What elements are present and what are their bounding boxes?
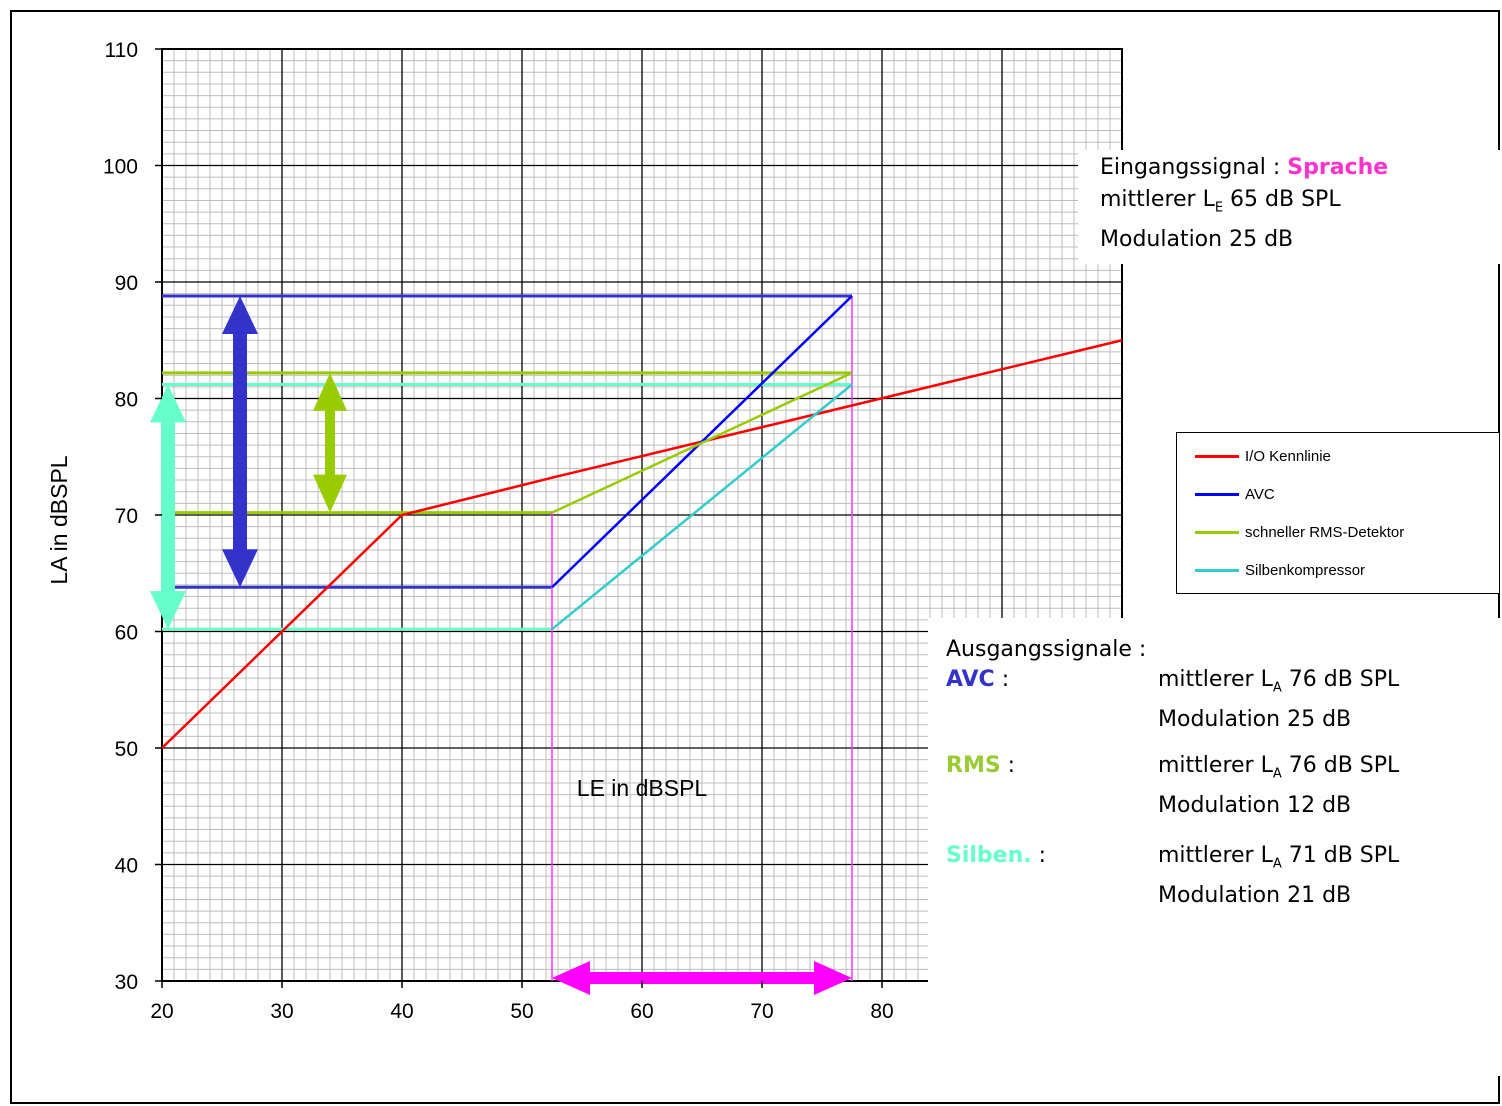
output-level-value: 76 dB SPL bbox=[1281, 753, 1400, 778]
y-tick-label: 90 bbox=[115, 272, 138, 295]
output-level-sub: A bbox=[1272, 680, 1282, 696]
legend-item: Silbenkompressor bbox=[1195, 560, 1365, 580]
horizontal-range-arrow bbox=[552, 961, 852, 995]
output-row-separator: : bbox=[994, 667, 1010, 692]
output-row-name: RMS bbox=[946, 753, 1001, 778]
series-line bbox=[161, 339, 1123, 749]
y-tick-label: 30 bbox=[115, 971, 138, 994]
output-row-label: Silben. : bbox=[946, 840, 1046, 872]
legend-swatch bbox=[1195, 530, 1239, 534]
output-row-label: RMS : bbox=[946, 750, 1015, 782]
output-row-separator: : bbox=[1031, 843, 1047, 868]
output-row-name: AVC bbox=[946, 667, 995, 692]
x-tick-label: 50 bbox=[510, 1000, 533, 1023]
output-row-text: mittlerer LA 71 dB SPL Modulation 21 dB bbox=[1158, 840, 1399, 912]
output-modulation-line: Modulation 25 dB bbox=[1158, 707, 1352, 733]
y-tick-label: 110 bbox=[105, 39, 138, 62]
x-tick-label: 70 bbox=[750, 1000, 773, 1023]
x-axis-title: LE in dBSPL bbox=[577, 775, 708, 801]
output-level-line: mittlerer LA 71 dB SPL bbox=[1158, 840, 1399, 880]
output-level-label: mittlerer L bbox=[1158, 667, 1273, 692]
output-row-text: mittlerer LA 76 dB SPL Modulation 12 dB bbox=[1158, 750, 1399, 822]
input-signal-annotation: Eingangssignal : Sprache mittlerer LE 65… bbox=[1078, 150, 1502, 264]
output-level-line: mittlerer LA 76 dB SPL bbox=[1158, 664, 1399, 704]
legend-swatch bbox=[1195, 568, 1239, 572]
output-level-value: 71 dB SPL bbox=[1281, 843, 1400, 868]
output-row-label: AVC : bbox=[946, 664, 1009, 696]
output-level-sub: A bbox=[1272, 856, 1282, 872]
output-signals-annotation: Ausgangssignale : AVC : mittlerer LA 76 d… bbox=[928, 618, 1502, 1076]
x-tick-label: 30 bbox=[270, 1000, 293, 1023]
legend-item: I/O Kennlinie bbox=[1195, 446, 1331, 466]
legend-item: AVC bbox=[1195, 484, 1275, 504]
vertical-range-arrow bbox=[150, 384, 186, 630]
reference-lines bbox=[162, 294, 853, 981]
y-tick-label: 50 bbox=[115, 738, 138, 761]
y-axis-title: LA in dBSPL bbox=[46, 455, 72, 584]
input-line-1: Eingangssignal : Sprache bbox=[1100, 152, 1502, 184]
legend-label: schneller RMS-Detektor bbox=[1245, 523, 1405, 541]
output-level-value: 76 dB SPL bbox=[1281, 667, 1400, 692]
output-row-separator: : bbox=[1000, 753, 1016, 778]
y-tick-label: 60 bbox=[115, 622, 138, 645]
output-row-text: mittlerer LA 76 dB SPL Modulation 25 dB bbox=[1158, 664, 1399, 736]
legend: I/O Kennlinie AVC schneller RMS-Detektor Si… bbox=[1176, 432, 1500, 594]
legend-label: Silbenkompressor bbox=[1245, 561, 1366, 579]
vertical-range-arrow bbox=[222, 295, 258, 588]
series-line bbox=[551, 383, 853, 631]
output-heading: Ausgangssignale : bbox=[946, 637, 1147, 662]
x-tick-label: 40 bbox=[390, 1000, 413, 1023]
output-level-label: mittlerer L bbox=[1158, 753, 1273, 778]
output-modulation-line: Modulation 21 dB bbox=[1158, 883, 1352, 909]
input-level-value: 65 dB SPL bbox=[1223, 187, 1341, 212]
legend-swatch bbox=[1195, 492, 1239, 496]
output-level-line: mittlerer LA 76 dB SPL bbox=[1158, 750, 1399, 790]
input-level-sub: E bbox=[1214, 200, 1224, 216]
input-level-label: mittlerer L bbox=[1100, 187, 1215, 212]
y-tick-labels: 30 40 50 60 70 80 90 100 110 bbox=[103, 39, 162, 994]
output-level-sub: A bbox=[1272, 766, 1282, 782]
y-tick-label: 40 bbox=[115, 855, 138, 878]
legend-label: I/O Kennlinie bbox=[1245, 447, 1331, 465]
range-arrows bbox=[150, 295, 852, 995]
input-prefix: Eingangssignal : bbox=[1100, 155, 1288, 180]
output-row-name: Silben. bbox=[946, 843, 1032, 868]
y-tick-label: 80 bbox=[115, 389, 138, 412]
x-tick-label: 60 bbox=[630, 1000, 653, 1023]
x-tick-label: 20 bbox=[150, 1000, 173, 1023]
x-tick-label: 80 bbox=[870, 1000, 893, 1023]
y-tick-label: 70 bbox=[115, 505, 138, 528]
input-line-3: Modulation 25 dB bbox=[1100, 227, 1294, 253]
legend-item: schneller RMS-Detektor bbox=[1195, 522, 1404, 542]
series-lines bbox=[161, 295, 1123, 749]
legend-label: AVC bbox=[1245, 485, 1275, 503]
vertical-range-arrow bbox=[313, 372, 347, 513]
series-line bbox=[551, 371, 853, 514]
output-modulation-line: Modulation 12 dB bbox=[1158, 793, 1352, 819]
y-tick-label: 100 bbox=[103, 156, 138, 179]
legend-swatch bbox=[1195, 454, 1239, 458]
output-level-label: mittlerer L bbox=[1158, 843, 1273, 868]
input-highlight: Sprache bbox=[1287, 155, 1389, 180]
input-line-2: mittlerer LE 65 dB SPL bbox=[1100, 184, 1502, 224]
